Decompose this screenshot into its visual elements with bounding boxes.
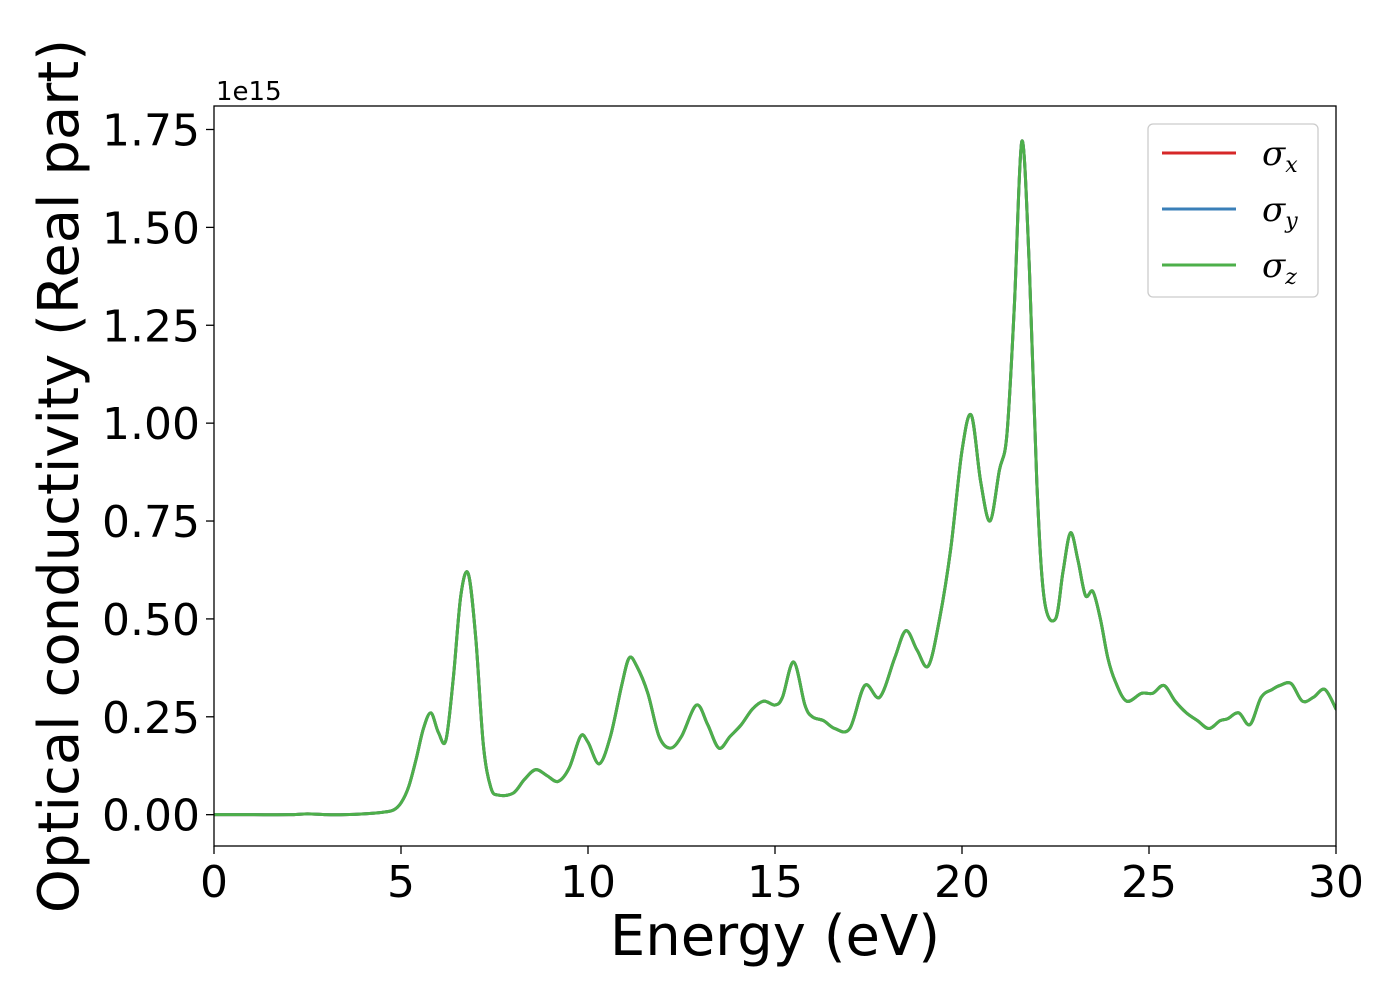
- y-axis: 0.00 0.25 0.50 0.75 1.00 1.25 1.50 1.75: [102, 105, 214, 842]
- x-axis-label: Energy (eV): [610, 904, 940, 969]
- x-tick-label: 25: [1121, 857, 1177, 908]
- x-tick-label: 30: [1308, 857, 1364, 908]
- y-tick-label: 1.25: [102, 301, 200, 352]
- y-axis-label: Optical conductivity (Real part): [27, 39, 92, 913]
- y-tick-label: 0.50: [102, 595, 200, 646]
- series-line-z: [214, 139, 1336, 817]
- y-tick-label: 0.75: [102, 497, 200, 548]
- y-tick-label: 1.75: [102, 105, 200, 156]
- y-offset-label: 1e15: [216, 77, 282, 107]
- x-axis: 0 5 10 15 20 25 30: [200, 846, 1364, 908]
- y-tick-label: 1.50: [102, 203, 200, 254]
- series-layer: [214, 139, 1336, 817]
- x-tick-label: 5: [387, 857, 415, 908]
- x-tick-label: 20: [934, 857, 990, 908]
- y-tick-label: 0.00: [102, 791, 200, 842]
- x-tick-label: 0: [200, 857, 228, 908]
- y-tick-label: 0.25: [102, 693, 200, 744]
- y-tick-label: 1.00: [102, 399, 200, 450]
- x-tick-label: 15: [747, 857, 803, 908]
- x-tick-label: 10: [560, 857, 616, 908]
